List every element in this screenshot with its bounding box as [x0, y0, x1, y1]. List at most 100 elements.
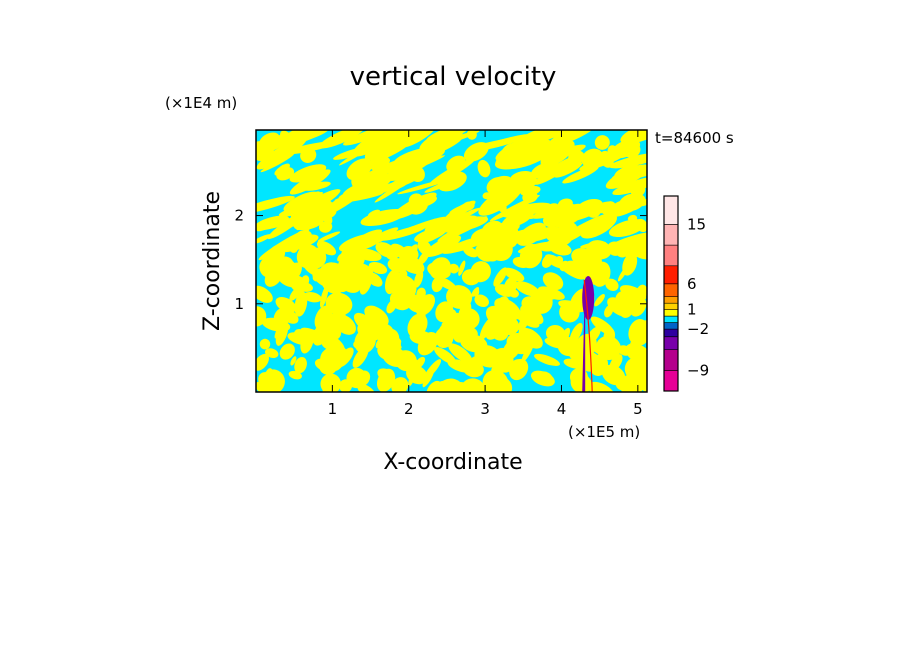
positive-velocity-patch	[617, 345, 632, 356]
plot-frame	[255, 129, 648, 393]
positive-velocity-patch	[300, 275, 310, 287]
strong-updraft-feature	[582, 275, 595, 392]
positive-velocity-patch	[545, 325, 566, 342]
positive-velocity-patch	[293, 215, 325, 231]
positive-velocity-patch	[619, 285, 647, 301]
positive-velocity-patch	[542, 272, 564, 291]
positive-velocity-patch	[276, 268, 301, 288]
positive-velocity-patch	[561, 229, 586, 244]
positive-velocity-patch	[264, 348, 279, 358]
positive-velocity-patch	[260, 369, 285, 392]
positive-velocity-patch	[479, 227, 519, 247]
positive-velocity-patch	[322, 378, 333, 392]
positive-velocity-patch	[599, 150, 614, 168]
positive-velocity-patch	[587, 381, 615, 392]
colorbar-label: 15	[687, 215, 706, 233]
positive-velocity-patch	[470, 136, 524, 149]
colorbar-segment	[663, 315, 679, 323]
positive-velocity-patch	[408, 193, 424, 208]
positive-velocity-patch	[466, 130, 477, 140]
positive-velocity-patch	[322, 212, 333, 225]
field-contours	[256, 130, 647, 392]
y-axis-title: Z-coordinate	[200, 191, 225, 331]
positive-velocity-patch	[355, 229, 383, 244]
positive-velocity-patch	[608, 200, 632, 216]
positive-velocity-patch	[609, 197, 646, 217]
positive-velocity-patch	[630, 297, 647, 317]
colorbar-segment	[663, 322, 679, 330]
positive-velocity-patch	[405, 294, 426, 313]
positive-velocity-patch	[386, 299, 398, 314]
positive-velocity-patch	[377, 368, 396, 383]
positive-velocity-patch	[367, 209, 381, 217]
positive-velocity-patch	[256, 195, 295, 214]
positive-velocity-patch	[256, 215, 289, 231]
positive-velocity-patch	[498, 316, 520, 336]
positive-velocity-patch	[529, 205, 560, 220]
positive-velocity-patch	[355, 370, 371, 387]
positive-velocity-patch	[296, 244, 320, 269]
positive-velocity-patch	[627, 214, 638, 223]
positive-velocity-patch	[448, 263, 459, 274]
positive-velocity-patch	[522, 226, 560, 243]
positive-velocity-patch	[580, 241, 607, 249]
positive-velocity-patch	[562, 166, 599, 184]
positive-velocity-patch	[355, 176, 388, 199]
positive-velocity-patch	[385, 249, 399, 261]
positive-velocity-patch	[503, 276, 517, 297]
positive-velocity-patch	[540, 140, 575, 167]
positive-velocity-patch	[337, 257, 357, 276]
positive-velocity-patch	[529, 290, 553, 314]
positive-velocity-patch	[531, 161, 561, 179]
positive-velocity-patch	[594, 135, 610, 150]
positive-velocity-patch	[406, 365, 428, 385]
positive-velocity-patch	[289, 169, 331, 195]
positive-velocity-patch	[259, 256, 282, 279]
colorbar-label: 6	[687, 275, 697, 293]
positive-velocity-patch	[482, 246, 499, 262]
positive-velocity-patch	[609, 354, 623, 372]
positive-velocity-patch	[417, 332, 439, 356]
positive-velocity-patch	[482, 192, 491, 200]
positive-velocity-patch	[569, 322, 583, 345]
positive-velocity-patch	[303, 291, 322, 303]
positive-velocity-patch	[302, 181, 331, 191]
colorbar-label: 1	[687, 301, 697, 319]
positive-velocity-patch	[485, 320, 503, 340]
x-unit-label: (×1E5 m)	[568, 423, 640, 441]
positive-velocity-patch	[388, 270, 408, 292]
positive-velocity-patch	[620, 130, 647, 144]
positive-velocity-patch	[277, 234, 319, 253]
positive-velocity-patch	[474, 294, 489, 308]
colorbar-label: −9	[687, 361, 709, 379]
positive-velocity-patch	[501, 144, 554, 170]
positive-velocity-patch	[518, 317, 526, 332]
y-tick-label: 2	[234, 207, 244, 225]
positive-velocity-patch	[610, 231, 647, 249]
positive-velocity-patch	[605, 278, 619, 292]
positive-velocity-patch	[259, 338, 271, 350]
strong-downdraft-stem	[582, 275, 586, 392]
positive-velocity-patch	[327, 311, 349, 334]
positive-velocity-patch	[461, 269, 480, 286]
positive-velocity-patch	[436, 277, 457, 291]
colorbar-segment	[663, 224, 679, 246]
positive-velocity-patch	[409, 165, 425, 183]
positive-velocity-patch	[624, 167, 644, 176]
positive-velocity-patch	[289, 164, 327, 183]
positive-velocity-patch	[293, 328, 305, 339]
positive-velocity-patch	[443, 215, 479, 232]
positive-velocity-patch	[276, 130, 328, 148]
positive-velocity-patch	[580, 252, 599, 279]
positive-velocity-patch	[424, 235, 462, 257]
positive-velocity-patch	[517, 241, 559, 254]
colorbar-segment	[663, 328, 679, 337]
time-label: t=84600 s	[655, 129, 734, 147]
x-tick-label: 2	[404, 400, 414, 418]
colorbar-segment	[663, 195, 679, 225]
positive-velocity-patch	[428, 157, 476, 187]
positive-velocity-patch	[283, 191, 319, 212]
positive-velocity-patch	[393, 208, 414, 218]
positive-velocity-patch	[424, 359, 442, 380]
positive-velocity-patch	[604, 304, 614, 318]
